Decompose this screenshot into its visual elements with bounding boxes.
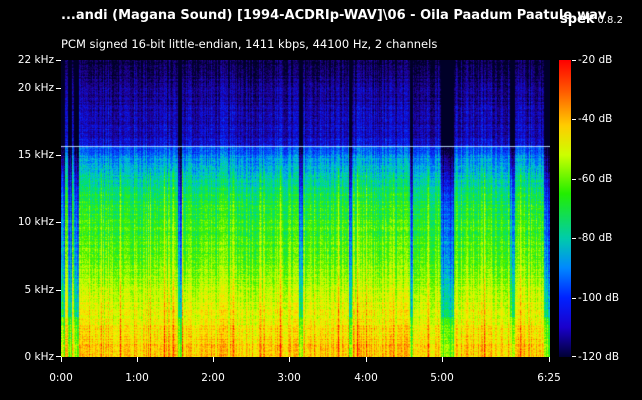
x-tick bbox=[213, 357, 214, 362]
colorbar-tick bbox=[572, 119, 576, 120]
y-tick-label: 5 kHz bbox=[24, 284, 54, 296]
y-tick-label: 10 kHz bbox=[17, 216, 54, 228]
x-tick bbox=[442, 357, 443, 362]
y-tick bbox=[56, 88, 61, 89]
colorbar-tick bbox=[572, 356, 576, 357]
x-tick bbox=[366, 357, 367, 362]
x-tick bbox=[549, 357, 550, 362]
spectrogram bbox=[61, 60, 550, 357]
y-tick-label: 22 kHz bbox=[17, 54, 54, 66]
y-tick-label: 15 kHz bbox=[17, 149, 54, 161]
colorbar-tick bbox=[572, 298, 576, 299]
colorbar-label: -20 dB bbox=[578, 54, 613, 66]
x-tick-label: 1:00 bbox=[125, 372, 149, 384]
colorbar-label: -60 dB bbox=[578, 173, 613, 185]
x-tick bbox=[61, 357, 62, 362]
file-title: ...andi (Magana Sound) [1994-ACDRIp-WAV]… bbox=[61, 8, 607, 23]
colorbar-label: -80 dB bbox=[578, 232, 613, 244]
x-tick-label: 4:00 bbox=[354, 372, 378, 384]
y-tick bbox=[56, 60, 61, 61]
x-tick-label: 5:00 bbox=[430, 372, 454, 384]
x-tick-label: 0:00 bbox=[49, 372, 73, 384]
y-tick bbox=[56, 222, 61, 223]
colorbar-label: -40 dB bbox=[578, 113, 613, 125]
colorbar-tick bbox=[572, 179, 576, 180]
colorbar-label: -100 dB bbox=[578, 292, 620, 304]
app-badge: spek 0.8.2 bbox=[560, 8, 623, 27]
colorbar-tick bbox=[572, 60, 576, 61]
audio-format-info: PCM signed 16-bit little-endian, 1411 kb… bbox=[61, 37, 438, 51]
app-version: 0.8.2 bbox=[597, 15, 623, 26]
app-name: spek bbox=[560, 12, 595, 27]
y-tick-label: 20 kHz bbox=[17, 82, 54, 94]
y-tick-label: 0 kHz bbox=[24, 351, 54, 363]
colorbar-tick bbox=[572, 238, 576, 239]
x-tick bbox=[137, 357, 138, 362]
colorbar bbox=[559, 60, 571, 357]
x-tick-label: 3:00 bbox=[277, 372, 301, 384]
y-tick bbox=[56, 356, 61, 357]
colorbar-label: -120 dB bbox=[578, 351, 620, 363]
x-tick bbox=[289, 357, 290, 362]
x-tick-label: 2:00 bbox=[201, 372, 225, 384]
y-tick bbox=[56, 290, 61, 291]
x-tick-label: 6:25 bbox=[537, 372, 561, 384]
y-tick bbox=[56, 155, 61, 156]
